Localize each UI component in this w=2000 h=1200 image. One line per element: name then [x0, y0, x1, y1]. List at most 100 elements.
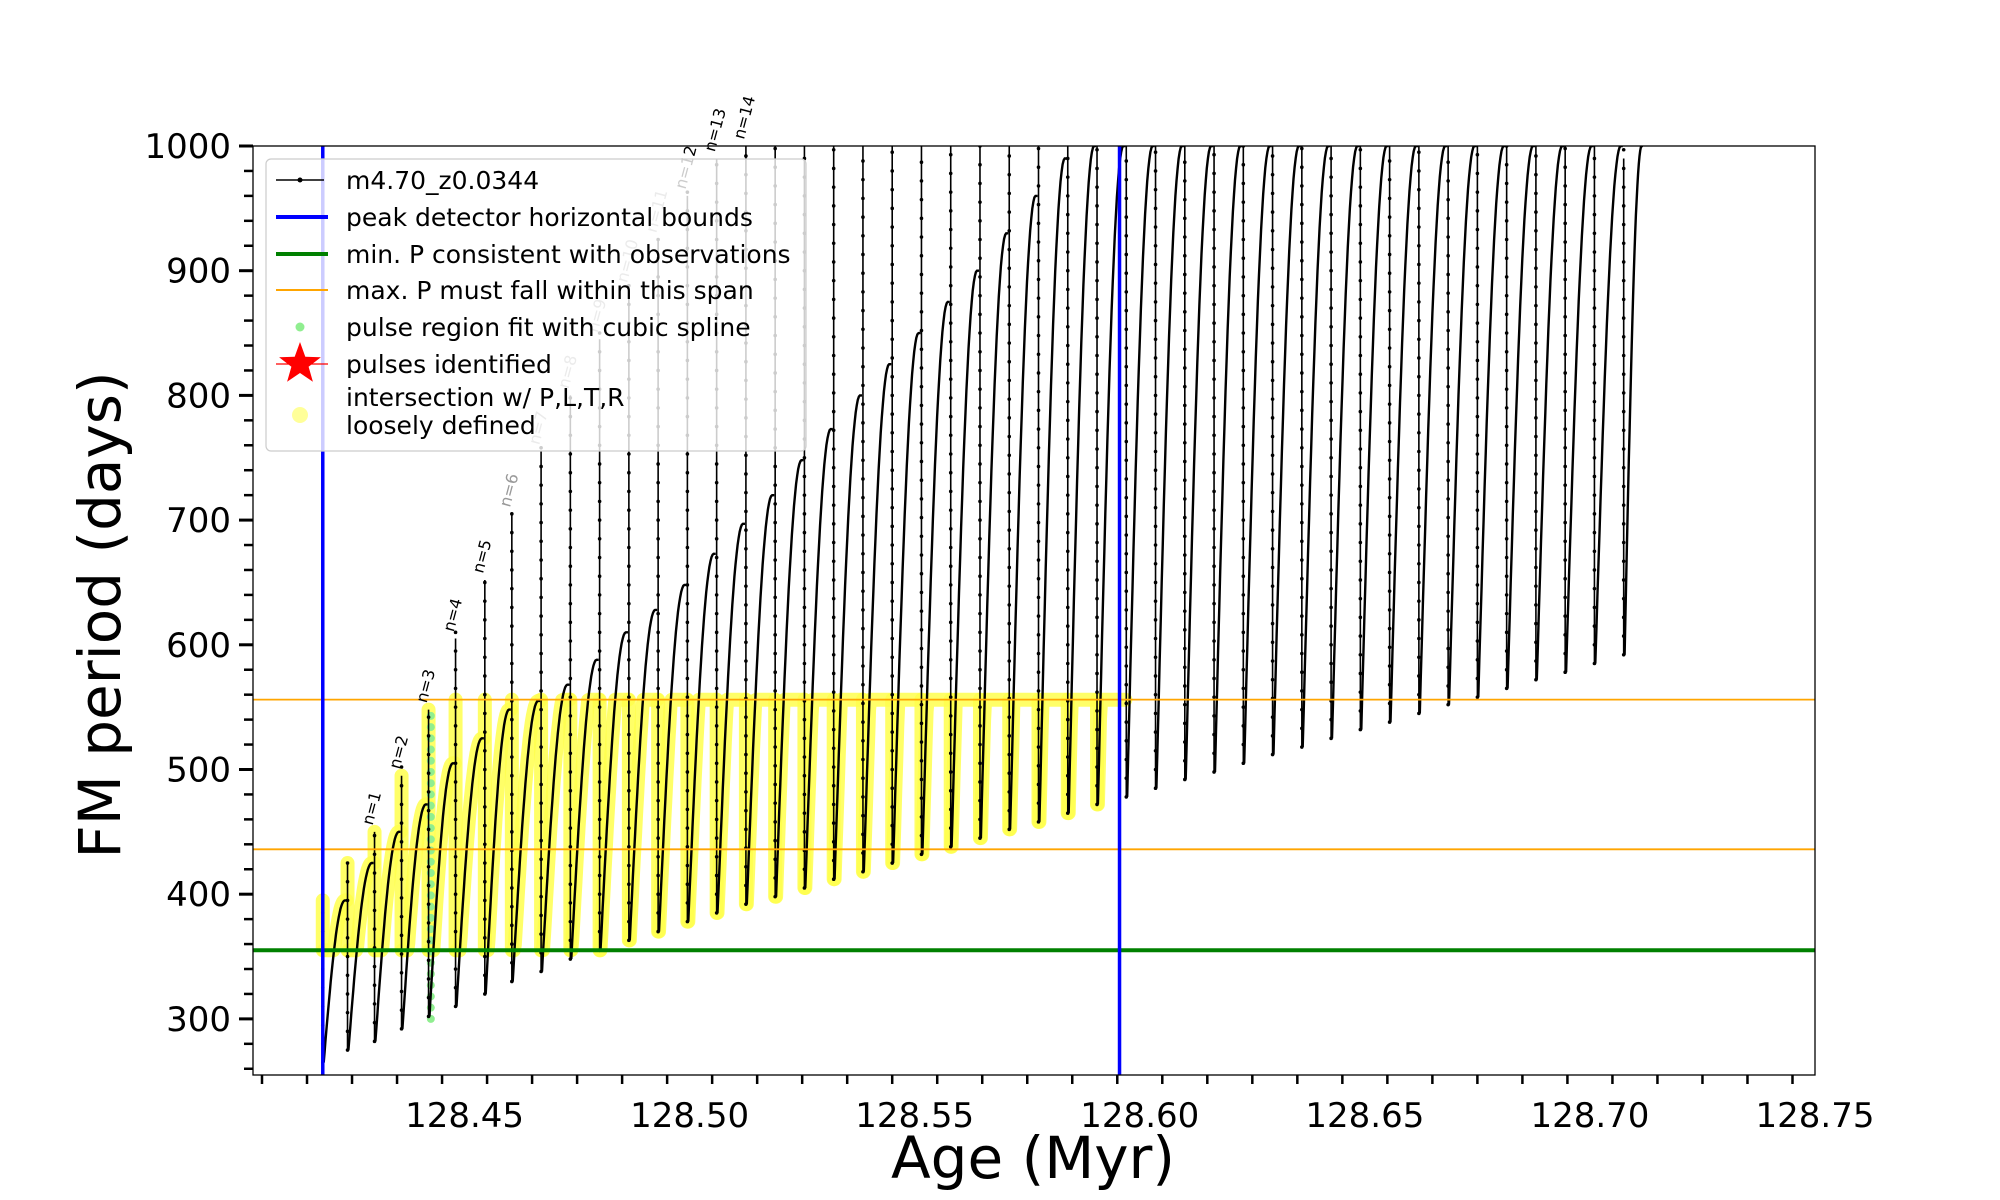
track-point — [978, 462, 982, 466]
track-point — [1358, 690, 1363, 694]
track-point — [1475, 358, 1480, 363]
track-point — [890, 300, 895, 304]
track-point — [861, 159, 865, 163]
track-point — [919, 403, 924, 408]
track-point — [1065, 586, 1070, 591]
track-arch — [570, 658, 599, 960]
track-point — [510, 680, 514, 685]
track-point — [1504, 200, 1509, 204]
track-point — [597, 724, 602, 728]
track-point — [685, 770, 690, 774]
track-point — [744, 659, 748, 663]
track-point — [978, 162, 982, 167]
track-point — [919, 384, 924, 389]
track-point — [1387, 645, 1392, 650]
track-point — [1270, 416, 1275, 420]
track-point — [1475, 414, 1480, 419]
track-point — [510, 942, 514, 946]
track-point — [1504, 593, 1509, 597]
track-point — [978, 331, 982, 335]
track-point — [744, 864, 748, 869]
track-point — [1212, 620, 1216, 625]
track-point — [978, 499, 982, 504]
track-point — [1300, 221, 1304, 226]
track-point — [1534, 640, 1538, 645]
track-point — [978, 686, 982, 691]
track-point — [1153, 636, 1158, 641]
track-point — [1124, 739, 1129, 743]
track-point — [1446, 515, 1450, 520]
track-point — [1241, 219, 1246, 223]
track-point — [1182, 553, 1187, 557]
track-point — [510, 923, 514, 928]
track-point — [978, 368, 982, 373]
track-point — [568, 545, 573, 550]
track-point — [1212, 583, 1216, 587]
track-point — [1095, 316, 1099, 320]
track-point — [510, 904, 514, 909]
track-point — [1212, 601, 1216, 606]
track-point — [714, 555, 719, 560]
track-point — [1095, 353, 1099, 358]
plot-frame — [252, 145, 1816, 1076]
track-point — [1241, 462, 1246, 466]
track-point — [948, 583, 953, 587]
legend-swatch — [292, 407, 308, 423]
track-point — [1446, 197, 1450, 202]
track-point — [919, 328, 924, 333]
track-point — [1095, 147, 1099, 152]
track-point — [1065, 231, 1070, 236]
track-point — [1358, 615, 1363, 620]
track-point — [1270, 715, 1275, 719]
track-point — [1124, 720, 1129, 724]
track-point — [1212, 564, 1216, 569]
track-point — [627, 583, 631, 587]
track-point — [483, 618, 487, 622]
track-point — [1534, 341, 1538, 345]
track-point — [1534, 472, 1538, 476]
track-point — [978, 200, 982, 204]
track-point — [399, 896, 404, 900]
track-point — [510, 886, 514, 890]
track-point — [1007, 303, 1012, 308]
track-point — [948, 564, 953, 569]
track-point — [1563, 539, 1567, 544]
track-point — [1153, 225, 1158, 229]
track-point — [1504, 480, 1509, 485]
track-point — [685, 882, 690, 887]
track-point — [744, 453, 748, 458]
track-point — [1007, 397, 1012, 401]
track-point — [1329, 250, 1333, 254]
track-point — [1153, 580, 1158, 585]
track-point — [1270, 752, 1275, 757]
track-point — [1358, 260, 1363, 264]
track-point — [1212, 732, 1216, 737]
track-point — [372, 983, 377, 988]
track-point — [627, 639, 631, 643]
track-point — [1300, 707, 1304, 712]
track-point — [539, 614, 543, 618]
track-point — [861, 757, 865, 762]
track-point — [1563, 670, 1567, 675]
track-point — [1065, 306, 1070, 310]
track-point — [453, 985, 458, 990]
track-point — [568, 470, 573, 475]
track-point — [1270, 266, 1275, 271]
track-point — [345, 861, 350, 865]
track-point — [539, 838, 543, 843]
track-point — [714, 873, 719, 878]
track-point — [831, 615, 836, 620]
track-point — [1329, 381, 1333, 385]
track-point — [1241, 593, 1246, 597]
track-point — [568, 639, 573, 643]
track-point — [1621, 204, 1626, 208]
track-point — [1153, 748, 1158, 753]
track-point — [714, 667, 719, 672]
track-arch — [1272, 146, 1301, 755]
track-point — [1007, 172, 1012, 177]
track-point — [831, 391, 836, 395]
track-point — [1182, 366, 1187, 370]
track-point — [1504, 536, 1509, 541]
track-point — [483, 917, 487, 921]
track-point — [1124, 346, 1129, 350]
